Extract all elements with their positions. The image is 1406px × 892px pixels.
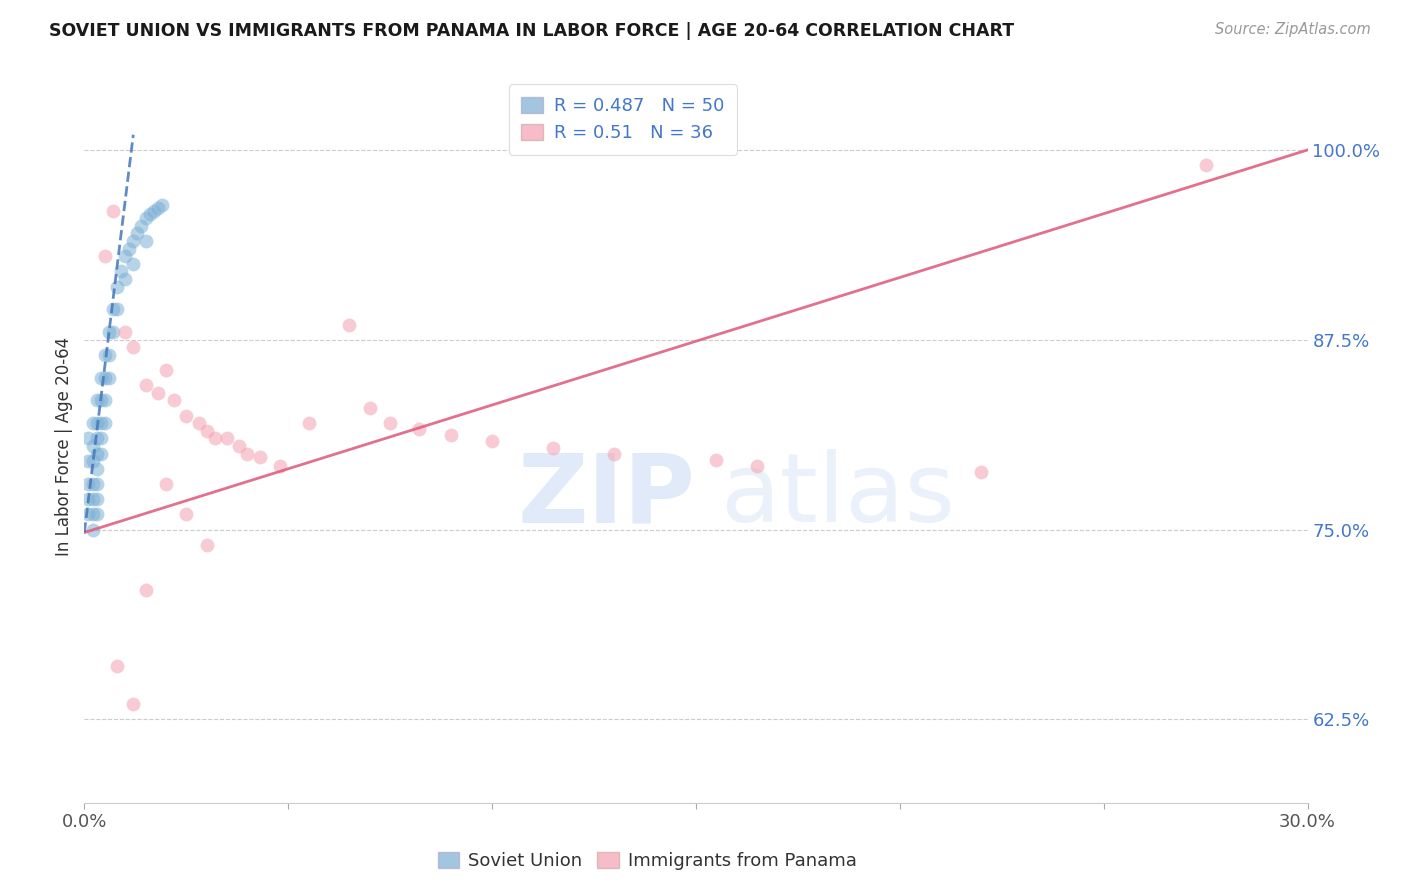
Point [82, 477, 104, 491]
Point [339, 318, 361, 332]
Point [86, 393, 108, 408]
Point [155, 477, 177, 491]
Point [228, 439, 250, 453]
Point [110, 264, 132, 278]
Point [93, 416, 117, 430]
Point [217, 431, 239, 445]
Text: atlas: atlas [720, 450, 956, 542]
Point [86, 477, 108, 491]
Point [138, 207, 160, 221]
Point [97, 348, 120, 362]
Point [82, 523, 104, 537]
Point [86, 416, 108, 430]
Point [706, 452, 728, 467]
Point [77, 492, 100, 507]
Point [146, 201, 169, 215]
Point [101, 302, 124, 317]
Point [86, 431, 108, 445]
Point [101, 325, 124, 339]
Point [105, 659, 128, 673]
Point [187, 416, 209, 430]
Point [440, 428, 463, 442]
Point [114, 272, 136, 286]
Point [93, 393, 117, 408]
Point [90, 370, 112, 384]
Point [86, 492, 108, 507]
Point [97, 370, 120, 384]
Point [135, 234, 157, 248]
Point [408, 422, 430, 436]
Point [77, 431, 100, 445]
Point [90, 416, 112, 430]
Point [176, 409, 198, 423]
Point [122, 234, 145, 248]
Point [82, 416, 104, 430]
Point [105, 279, 128, 293]
Point [359, 401, 381, 415]
Point [90, 393, 112, 408]
Point [131, 219, 153, 233]
Point [82, 439, 104, 453]
Text: ZIP: ZIP [517, 450, 696, 542]
Point [970, 465, 993, 479]
Point [86, 462, 108, 476]
Point [93, 370, 117, 384]
Point [86, 508, 108, 522]
Point [135, 211, 157, 226]
Point [1195, 158, 1218, 172]
Point [142, 203, 165, 218]
Point [543, 441, 565, 455]
Point [101, 203, 124, 218]
Point [105, 302, 128, 317]
Point [97, 325, 120, 339]
Point [122, 257, 145, 271]
Point [195, 538, 218, 552]
Point [150, 197, 173, 211]
Point [86, 447, 108, 461]
Point [298, 416, 321, 430]
Point [135, 583, 157, 598]
Point [77, 454, 100, 468]
Point [204, 431, 226, 445]
Point [176, 508, 198, 522]
Point [127, 227, 149, 241]
Point [77, 508, 100, 522]
Point [114, 249, 136, 263]
Y-axis label: In Labor Force | Age 20-64: In Labor Force | Age 20-64 [55, 336, 73, 556]
Point [155, 363, 177, 377]
Text: SOVIET UNION VS IMMIGRANTS FROM PANAMA IN LABOR FORCE | AGE 20-64 CORRELATION CH: SOVIET UNION VS IMMIGRANTS FROM PANAMA I… [49, 22, 1014, 40]
Point [195, 424, 218, 438]
Point [82, 492, 104, 507]
Point [90, 431, 112, 445]
Point [118, 242, 141, 256]
Legend: Soviet Union, Immigrants from Panama: Soviet Union, Immigrants from Panama [429, 843, 866, 880]
Point [747, 458, 769, 473]
Point [249, 450, 271, 464]
Point [163, 393, 186, 408]
Point [93, 348, 117, 362]
Point [82, 454, 104, 468]
Point [122, 340, 145, 354]
Point [481, 434, 503, 449]
Text: Source: ZipAtlas.com: Source: ZipAtlas.com [1215, 22, 1371, 37]
Point [114, 325, 136, 339]
Point [93, 249, 117, 263]
Point [380, 416, 402, 430]
Point [122, 697, 145, 711]
Point [135, 378, 157, 392]
Point [77, 477, 100, 491]
Point [82, 508, 104, 522]
Point [236, 447, 259, 461]
Point [269, 458, 291, 473]
Point [90, 447, 112, 461]
Point [603, 447, 626, 461]
Point [146, 385, 169, 400]
